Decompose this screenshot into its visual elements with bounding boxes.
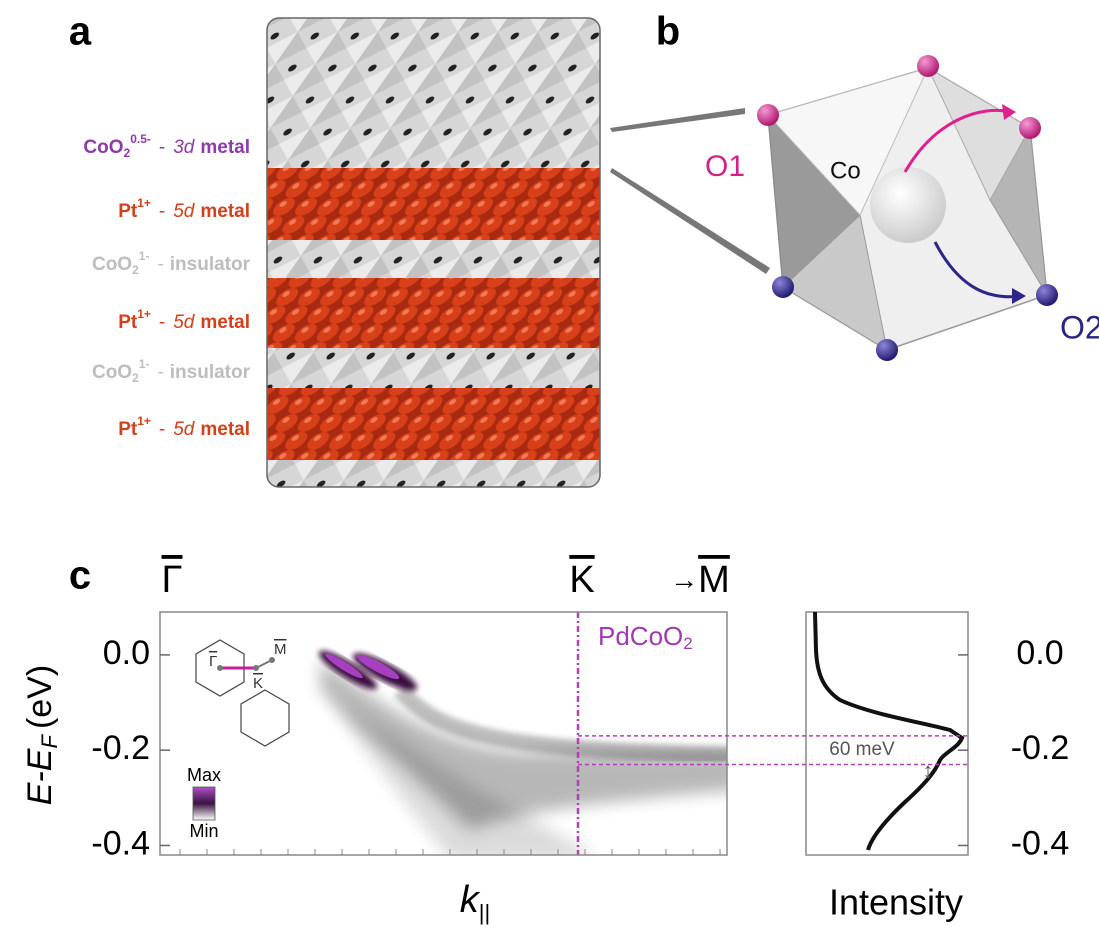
layer-sep: - bbox=[159, 419, 165, 440]
layer-orbital: 5d bbox=[173, 201, 196, 222]
k-point: M bbox=[698, 559, 730, 601]
layer-formula: Pt bbox=[118, 419, 138, 440]
gap-label: 60 meV bbox=[829, 739, 895, 760]
panel-label: a bbox=[69, 10, 92, 54]
layer-kind: insulator bbox=[170, 362, 251, 383]
inset-label: Γ bbox=[209, 653, 217, 670]
layer-formula: CoO bbox=[92, 254, 132, 275]
layer-formula: CoO bbox=[83, 137, 123, 158]
layer-sep: - bbox=[157, 362, 163, 383]
layer-kind: metal bbox=[200, 419, 250, 440]
k-point: →M bbox=[670, 559, 730, 601]
material-text: PdCoO bbox=[598, 621, 683, 651]
layer-sup: 0.5- bbox=[130, 132, 151, 146]
k-point: Γ bbox=[162, 559, 183, 601]
layer-sep: - bbox=[157, 254, 163, 275]
layer-formula: CoO bbox=[92, 362, 132, 383]
layer-sup: 1- bbox=[139, 249, 150, 263]
layer-sub: 2 bbox=[124, 146, 131, 160]
y-tick-label: 0.0 bbox=[1016, 634, 1063, 672]
colorbar-label: Min bbox=[189, 821, 218, 841]
layer-orbital: 3d bbox=[173, 137, 196, 158]
layer-formula: Pt bbox=[118, 201, 138, 222]
atom-label: O2 bbox=[1060, 309, 1099, 345]
y-tick-label: 0.0 bbox=[103, 634, 150, 672]
layer-sep: - bbox=[159, 312, 165, 333]
x-axis-label: k|| bbox=[460, 879, 490, 925]
k-point: K bbox=[569, 559, 594, 601]
inset-label: K bbox=[253, 675, 263, 692]
layer-sep: - bbox=[159, 201, 165, 222]
x-label-sub: || bbox=[479, 900, 490, 925]
layer-sup: 1- bbox=[139, 357, 150, 371]
colorbar-label: Max bbox=[187, 765, 221, 785]
layer-kind: metal bbox=[200, 312, 250, 333]
inset-label: M bbox=[274, 641, 287, 658]
edc-x-label: Intensity bbox=[829, 882, 963, 923]
layer-orbital: 5d bbox=[173, 419, 196, 440]
material-label: PdCoO2 bbox=[598, 621, 693, 654]
y-tick-label: -0.2 bbox=[91, 729, 150, 767]
layer-sep: - bbox=[159, 137, 165, 158]
panel-label: b bbox=[656, 10, 680, 54]
layer-sub: 2 bbox=[132, 263, 139, 277]
layer-kind: metal bbox=[200, 201, 250, 222]
gap-arrow: ↕ bbox=[923, 758, 934, 783]
crystal-structure bbox=[267, 18, 600, 487]
figure: ↕ abcCoO20.5--3dmetalPt1+-5dmetalCoO21--… bbox=[0, 0, 1099, 941]
y-label-unit: (eV) bbox=[21, 665, 59, 729]
layer-sup: 1+ bbox=[137, 196, 151, 210]
k-arrow: → bbox=[670, 564, 698, 595]
layer-sup: 1+ bbox=[137, 414, 151, 428]
y-label-sub: F bbox=[37, 734, 62, 749]
atom-label: Co bbox=[830, 157, 861, 184]
panel-label: c bbox=[69, 554, 91, 598]
layer-kind: metal bbox=[200, 137, 250, 158]
y-axis-label: E-EF (eV) bbox=[21, 665, 62, 805]
layer-orbital: 5d bbox=[173, 312, 196, 333]
layer-formula: Pt bbox=[118, 312, 138, 333]
y-tick-label: -0.4 bbox=[91, 824, 150, 862]
edc-curve bbox=[815, 612, 962, 850]
atom-label: O1 bbox=[705, 150, 745, 183]
layer-sub: 2 bbox=[132, 371, 139, 385]
layer-label: CoO21--insulator bbox=[92, 357, 251, 385]
octahedron bbox=[610, 55, 1058, 361]
layer-label: CoO21--insulator bbox=[92, 249, 251, 277]
layer-sup: 1+ bbox=[137, 307, 151, 321]
y-tick-label: -0.4 bbox=[1011, 824, 1070, 862]
y-label-main: E-E bbox=[21, 748, 59, 805]
material-sub: 2 bbox=[683, 634, 692, 653]
y-tick-label: -0.2 bbox=[1011, 729, 1070, 767]
x-label-main: k bbox=[460, 879, 481, 921]
layer-kind: insulator bbox=[170, 254, 251, 275]
